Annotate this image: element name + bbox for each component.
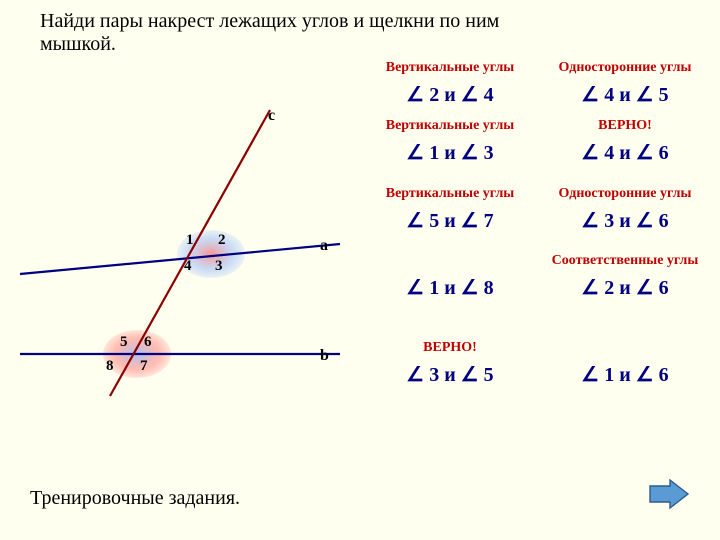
page-title: Найди пары накрест лежащих углов и щелкн… xyxy=(40,10,520,56)
arrow-right-icon xyxy=(648,478,690,510)
angle-pair[interactable]: ∠ 4 и ∠ 6 xyxy=(545,140,705,165)
angle-pair[interactable]: ∠ 1 и ∠ 3 xyxy=(370,140,530,165)
next-button[interactable] xyxy=(648,478,690,510)
verno-label: ВЕРНО! xyxy=(370,340,530,356)
angle-pair[interactable]: ∠ 2 и ∠ 6 xyxy=(545,275,705,300)
angle-pair[interactable]: ∠ 1 и ∠ 8 xyxy=(370,275,530,300)
angle-number: 4 xyxy=(184,258,192,275)
line-label: a xyxy=(320,237,328,255)
angle-number: 7 xyxy=(140,358,148,375)
angle-pair[interactable]: ∠ 3 и ∠ 6 xyxy=(545,208,705,233)
angle-pair[interactable]: ∠ 2 и ∠ 4 xyxy=(370,82,530,107)
angle-pair[interactable]: ∠ 4 и ∠ 5 xyxy=(545,82,705,107)
diagram-svg xyxy=(10,100,350,410)
angle-number: 1 xyxy=(186,232,194,249)
angle-number: 8 xyxy=(106,358,114,375)
category-label: Соответственные углы xyxy=(545,253,705,269)
category-label: Вертикальные углы xyxy=(370,60,530,76)
category-label: Односторонние углы xyxy=(545,60,705,76)
angle-number: 6 xyxy=(144,334,152,351)
verno-label: ВЕРНО! xyxy=(545,118,705,134)
footer-text: Тренировочные задания. xyxy=(30,487,240,510)
angle-pair[interactable]: ∠ 3 и ∠ 5 xyxy=(370,362,530,387)
angle-number: 3 xyxy=(215,258,223,275)
line-label: b xyxy=(320,347,329,365)
category-label: Односторонние углы xyxy=(545,186,705,202)
category-label: Вертикальные углы xyxy=(370,118,530,134)
angle-pair[interactable]: ∠ 5 и ∠ 7 xyxy=(370,208,530,233)
angle-diagram: cab12345678 xyxy=(10,100,350,360)
angle-pair[interactable]: ∠ 1 и ∠ 6 xyxy=(545,362,705,387)
content: Найди пары накрест лежащих углов и щелкн… xyxy=(0,0,720,540)
line-label: c xyxy=(268,107,275,125)
angle-number: 5 xyxy=(120,334,128,351)
category-label: Вертикальные углы xyxy=(370,186,530,202)
angle-number: 2 xyxy=(218,232,226,249)
